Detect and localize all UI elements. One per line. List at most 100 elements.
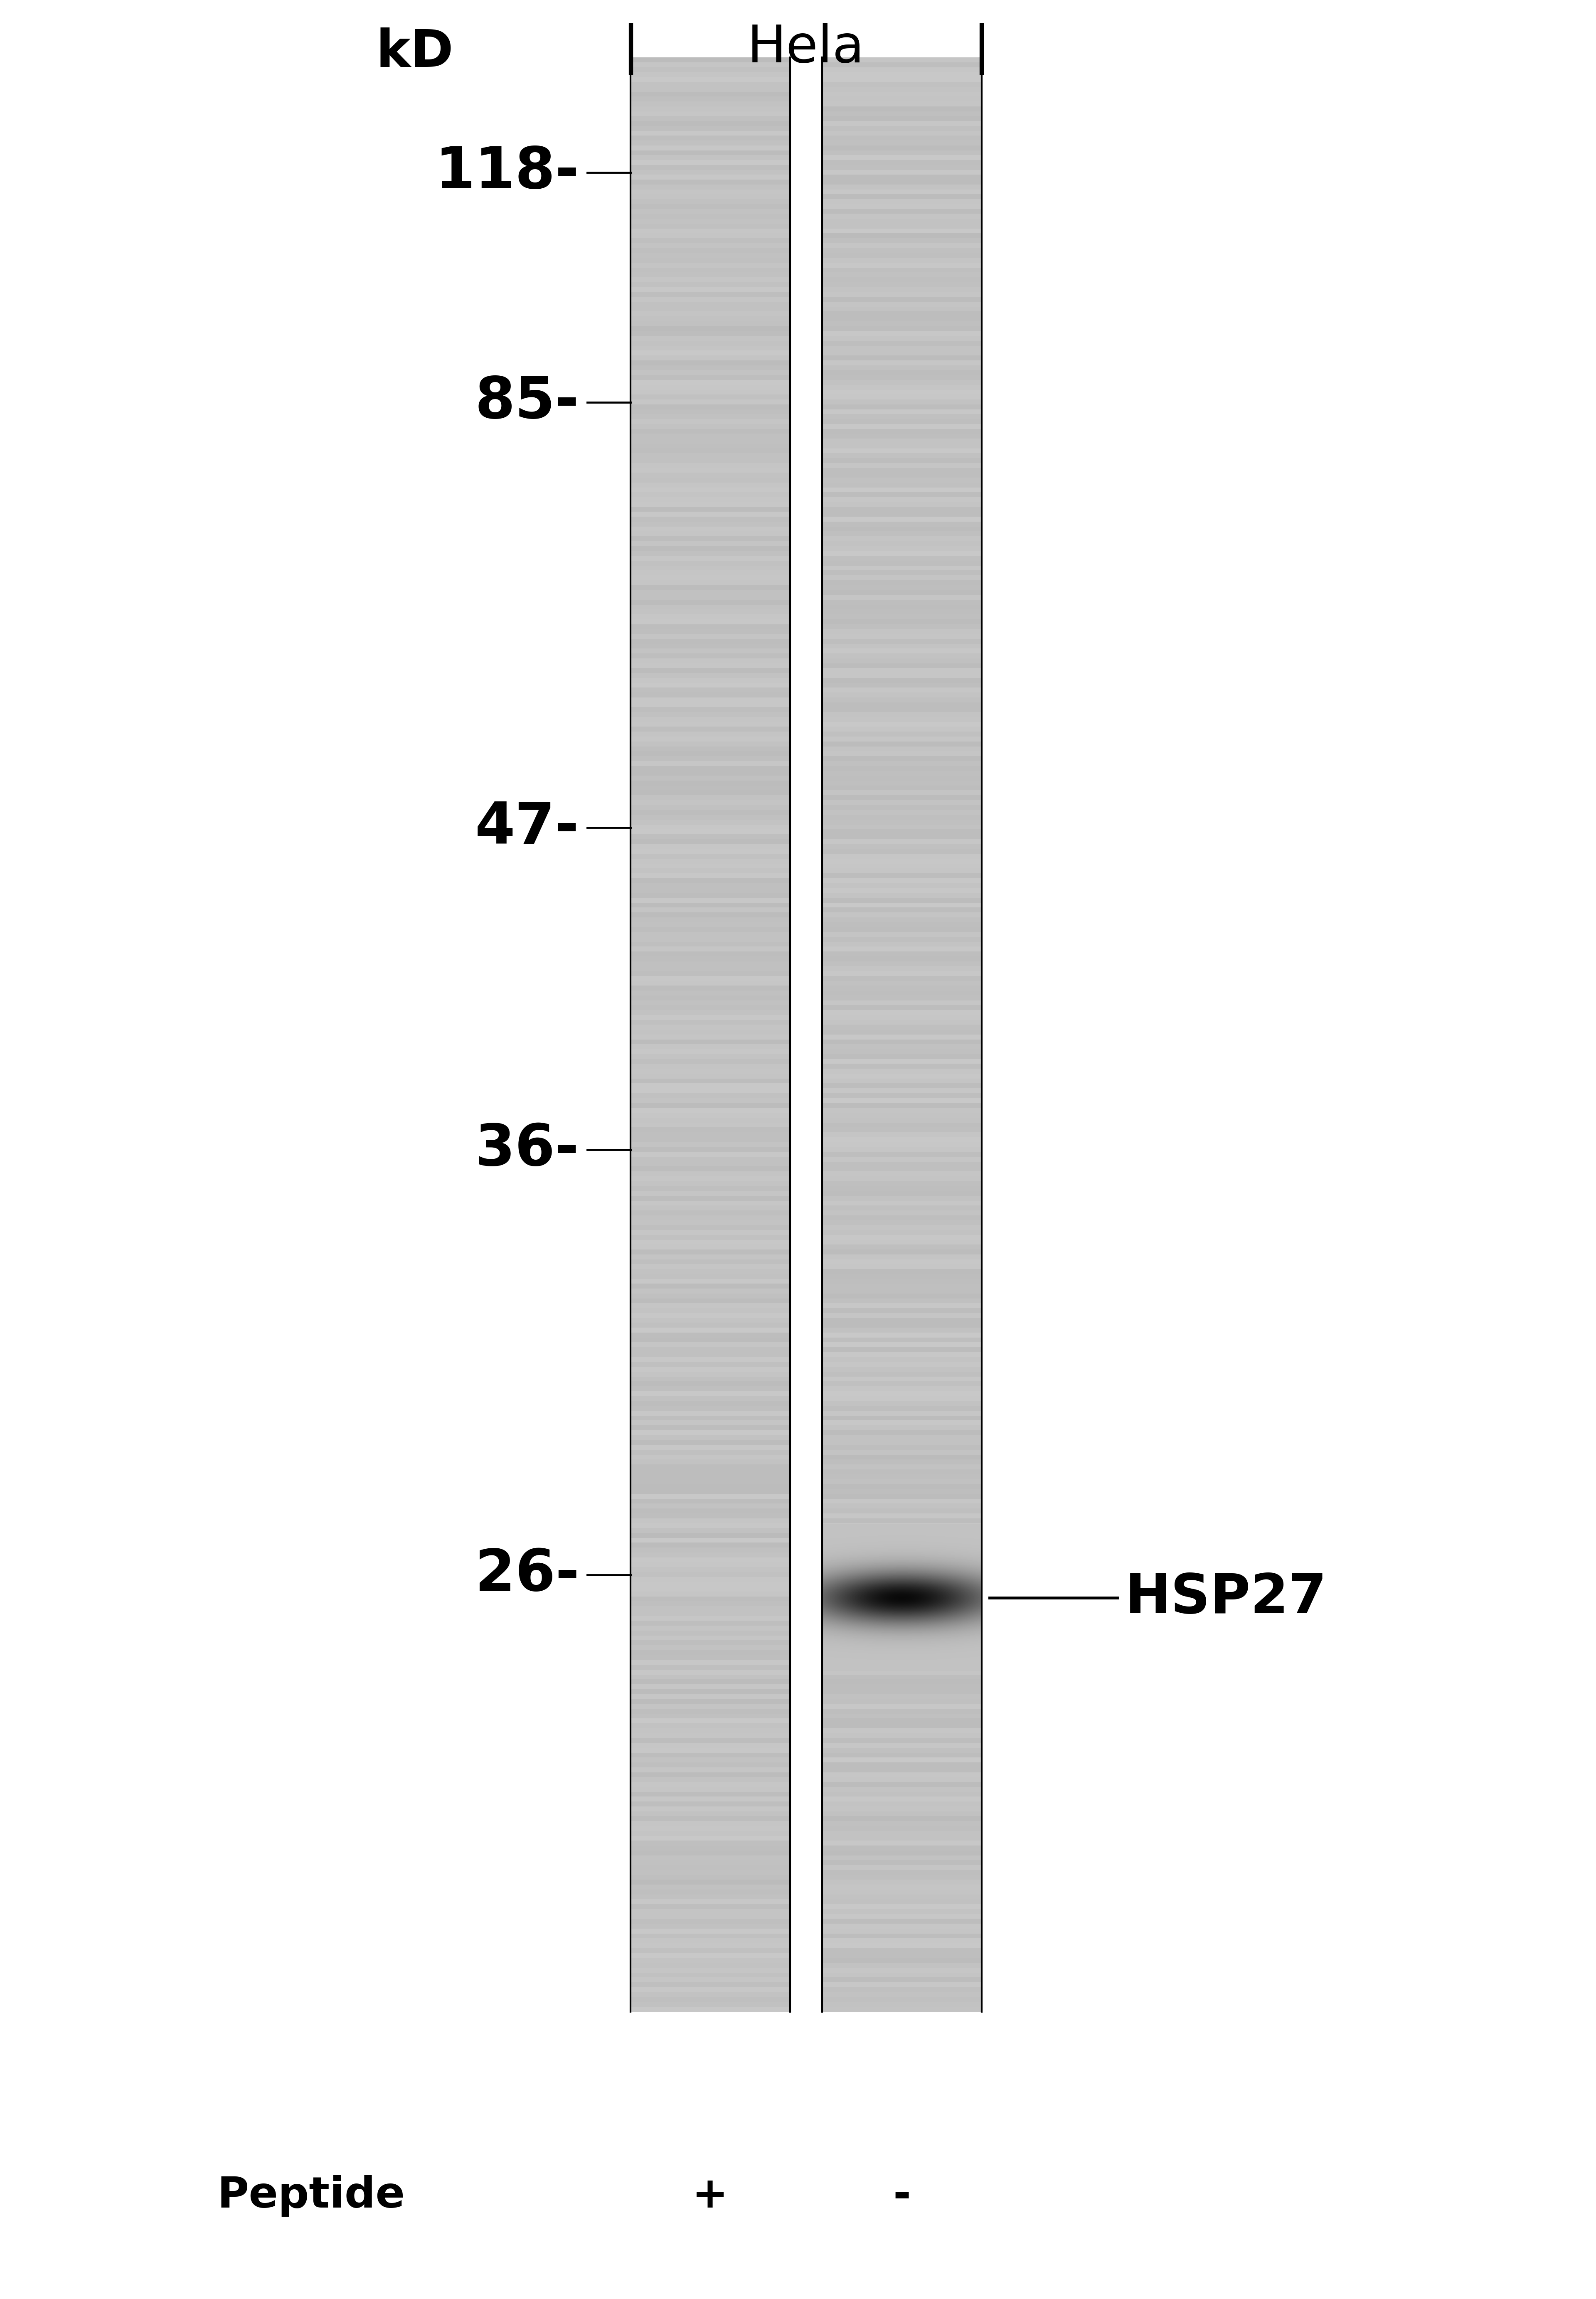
Bar [630, 467, 790, 474]
Bar [630, 687, 790, 692]
Bar [822, 1591, 982, 1596]
Bar [822, 1421, 982, 1425]
Bar [630, 986, 790, 991]
Bar [630, 630, 790, 635]
Bar [822, 1060, 982, 1064]
Bar [822, 1446, 982, 1451]
Bar [630, 678, 790, 683]
Bar [630, 938, 790, 943]
Text: -: - [892, 2175, 911, 2216]
Bar [822, 1699, 982, 1704]
Bar [822, 1943, 982, 1947]
Bar [630, 175, 790, 179]
Bar [630, 1021, 790, 1025]
Bar [630, 1152, 790, 1156]
Bar [630, 262, 790, 267]
Bar [822, 1177, 982, 1182]
Bar [630, 1000, 790, 1005]
Bar [822, 1313, 982, 1317]
Bar [822, 526, 982, 531]
Bar [822, 658, 982, 662]
Bar [822, 317, 982, 322]
Bar [630, 575, 790, 579]
Bar [822, 1216, 982, 1221]
Bar [822, 913, 982, 917]
Bar [630, 1837, 790, 1841]
Bar [630, 1646, 790, 1651]
Bar [630, 214, 790, 218]
Bar [822, 575, 982, 579]
Bar [630, 1908, 790, 1915]
Bar [822, 492, 982, 497]
Bar [630, 883, 790, 887]
Bar [822, 835, 982, 839]
Bar [822, 1000, 982, 1005]
Bar [630, 1752, 790, 1759]
Bar [630, 1474, 790, 1478]
Bar [630, 1704, 790, 1708]
Bar [630, 1630, 790, 1635]
Bar [822, 1924, 982, 1929]
Bar [822, 287, 982, 292]
Bar [822, 140, 982, 145]
Bar [630, 917, 790, 922]
Bar [630, 853, 790, 860]
Bar [822, 644, 982, 648]
Bar [630, 1915, 790, 1920]
Bar [630, 2007, 790, 2012]
Bar [630, 1607, 790, 1612]
Bar [630, 1147, 790, 1152]
Bar [822, 497, 982, 501]
Bar [822, 170, 982, 175]
Bar [630, 1494, 790, 1499]
Bar [822, 1044, 982, 1048]
Bar [630, 444, 790, 448]
Bar [822, 228, 982, 232]
Bar [630, 1200, 790, 1205]
Bar [822, 1798, 982, 1802]
Bar [822, 1630, 982, 1635]
Bar [630, 1156, 790, 1161]
Bar [822, 166, 982, 170]
Bar [630, 1943, 790, 1947]
Bar [822, 1556, 982, 1563]
Bar [630, 1616, 790, 1621]
Bar [630, 1573, 790, 1577]
Text: 36-: 36- [476, 1122, 579, 1177]
Bar [630, 1391, 790, 1395]
Bar [822, 1533, 982, 1538]
Bar [822, 782, 982, 786]
Bar [822, 683, 982, 687]
Bar [630, 1798, 790, 1802]
Bar [630, 200, 790, 205]
Bar [630, 1786, 790, 1791]
Bar [822, 1195, 982, 1200]
Bar [630, 166, 790, 170]
Bar [630, 1195, 790, 1200]
Bar [822, 975, 982, 982]
Bar [630, 1333, 790, 1338]
Bar [822, 1235, 982, 1239]
Bar [630, 522, 790, 526]
Bar [822, 1156, 982, 1161]
Bar [822, 1607, 982, 1612]
Bar [630, 1986, 790, 1993]
Bar [822, 825, 982, 830]
Bar [822, 400, 982, 405]
Bar [822, 922, 982, 926]
Bar [630, 209, 790, 214]
Bar [822, 561, 982, 566]
Bar [822, 1743, 982, 1747]
Bar [630, 349, 790, 356]
Bar [822, 1099, 982, 1104]
Bar [630, 1377, 790, 1382]
Bar [822, 740, 982, 747]
Bar [630, 1724, 790, 1729]
Bar [822, 844, 982, 848]
Bar [822, 1837, 982, 1841]
Bar [822, 2007, 982, 2012]
Bar [630, 1244, 790, 1251]
Bar [630, 356, 790, 361]
Bar [822, 1294, 982, 1299]
Bar [630, 860, 790, 864]
